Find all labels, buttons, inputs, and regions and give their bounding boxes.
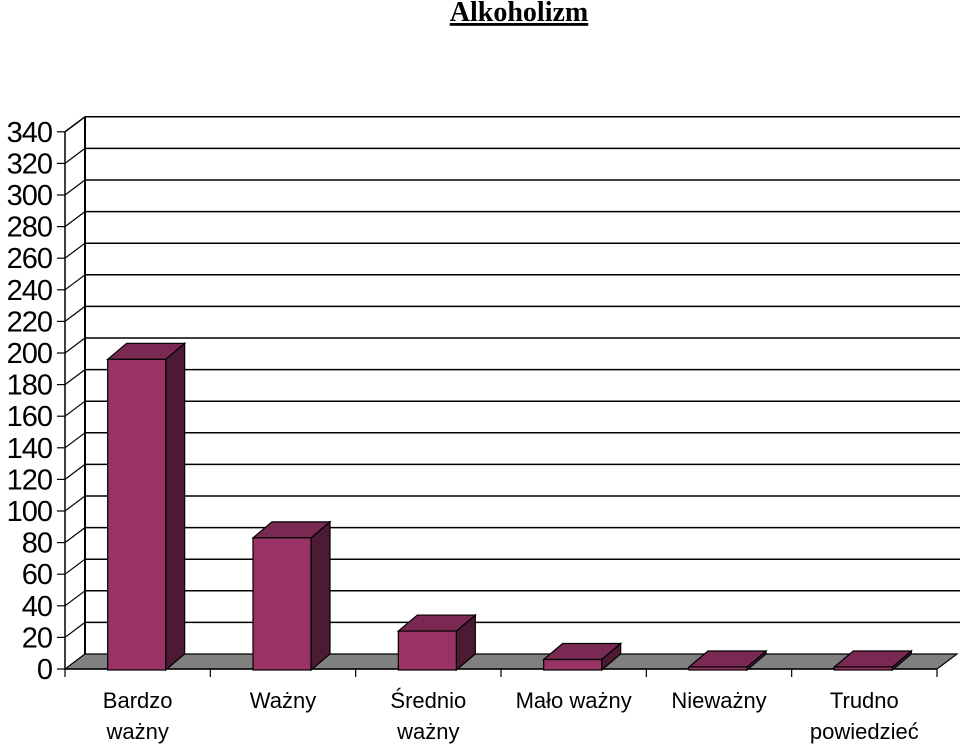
bar: [542, 642, 623, 672]
y-tick-label: 80: [22, 528, 52, 560]
chart-floor: [63, 653, 959, 670]
side-gridline: [64, 116, 86, 133]
side-gridline: [64, 400, 86, 417]
chart-floor-plane: [63, 653, 959, 670]
y-tick-label: 60: [22, 559, 52, 591]
side-gridline: [64, 274, 86, 291]
bar: [832, 649, 913, 672]
y-tick-label: 100: [7, 496, 52, 528]
bar-front: [688, 666, 748, 671]
side-gridline: [64, 590, 86, 607]
bar: [106, 342, 187, 672]
y-axis-ticks: 0204060801001201401601802002202402602803…: [7, 117, 65, 686]
y-tick-label: 140: [7, 433, 52, 465]
chart-gridlines: [64, 116, 960, 638]
y-tick-label: 320: [7, 148, 52, 180]
y-tick-label: 0: [37, 654, 52, 686]
chart-title: Alkoholizm: [450, 0, 588, 28]
y-tick-label: 340: [7, 117, 52, 149]
x-axis-ticks: Bardzo ważny Ważny Średnio ważny Mało ważny Ni…: [64, 669, 938, 744]
side-gridline: [64, 495, 86, 512]
side-gridline: [64, 179, 86, 196]
x-tick-label: Ważny: [250, 688, 316, 713]
bar: [396, 613, 477, 672]
y-tick-label: 160: [7, 401, 52, 433]
bar-front: [543, 658, 603, 671]
side-gridline: [64, 211, 86, 228]
side-gridline: [64, 242, 86, 259]
y-tick-label: 120: [7, 464, 52, 496]
y-tick-label: 240: [7, 275, 52, 307]
bar-side: [165, 342, 186, 672]
y-tick-label: 40: [22, 591, 52, 623]
bar-front: [397, 630, 457, 671]
bar: [687, 649, 768, 672]
x-tick-label: Trudno powiedzieć: [810, 688, 919, 744]
y-tick-label: 180: [7, 370, 52, 402]
x-tick-label: Mało ważny: [516, 688, 632, 713]
bar-side: [310, 520, 331, 672]
side-gridline: [64, 558, 86, 575]
chart-walls: [64, 116, 960, 669]
bar: [251, 520, 332, 672]
chart-bars: [106, 342, 913, 672]
bar-front: [252, 537, 312, 671]
x-tick-label: Nieważny: [671, 688, 766, 713]
y-tick-label: 20: [22, 622, 52, 654]
bar-front: [107, 358, 167, 671]
side-gridline: [64, 463, 86, 480]
side-gridline: [64, 147, 86, 164]
side-gridline: [64, 337, 86, 354]
side-gridline: [64, 432, 86, 449]
x-tick-label: Bardzo ważny: [103, 688, 173, 744]
side-gridline: [64, 305, 86, 322]
side-gridline: [64, 621, 86, 638]
x-tick-label: Średnio ważny: [390, 688, 466, 744]
y-tick-label: 280: [7, 212, 52, 244]
y-tick-label: 220: [7, 306, 52, 338]
bar-front: [833, 666, 893, 671]
side-gridline: [64, 369, 86, 386]
side-gridline: [64, 527, 86, 544]
y-tick-label: 300: [7, 180, 52, 212]
y-tick-label: 260: [7, 243, 52, 275]
y-tick-label: 200: [7, 338, 52, 370]
